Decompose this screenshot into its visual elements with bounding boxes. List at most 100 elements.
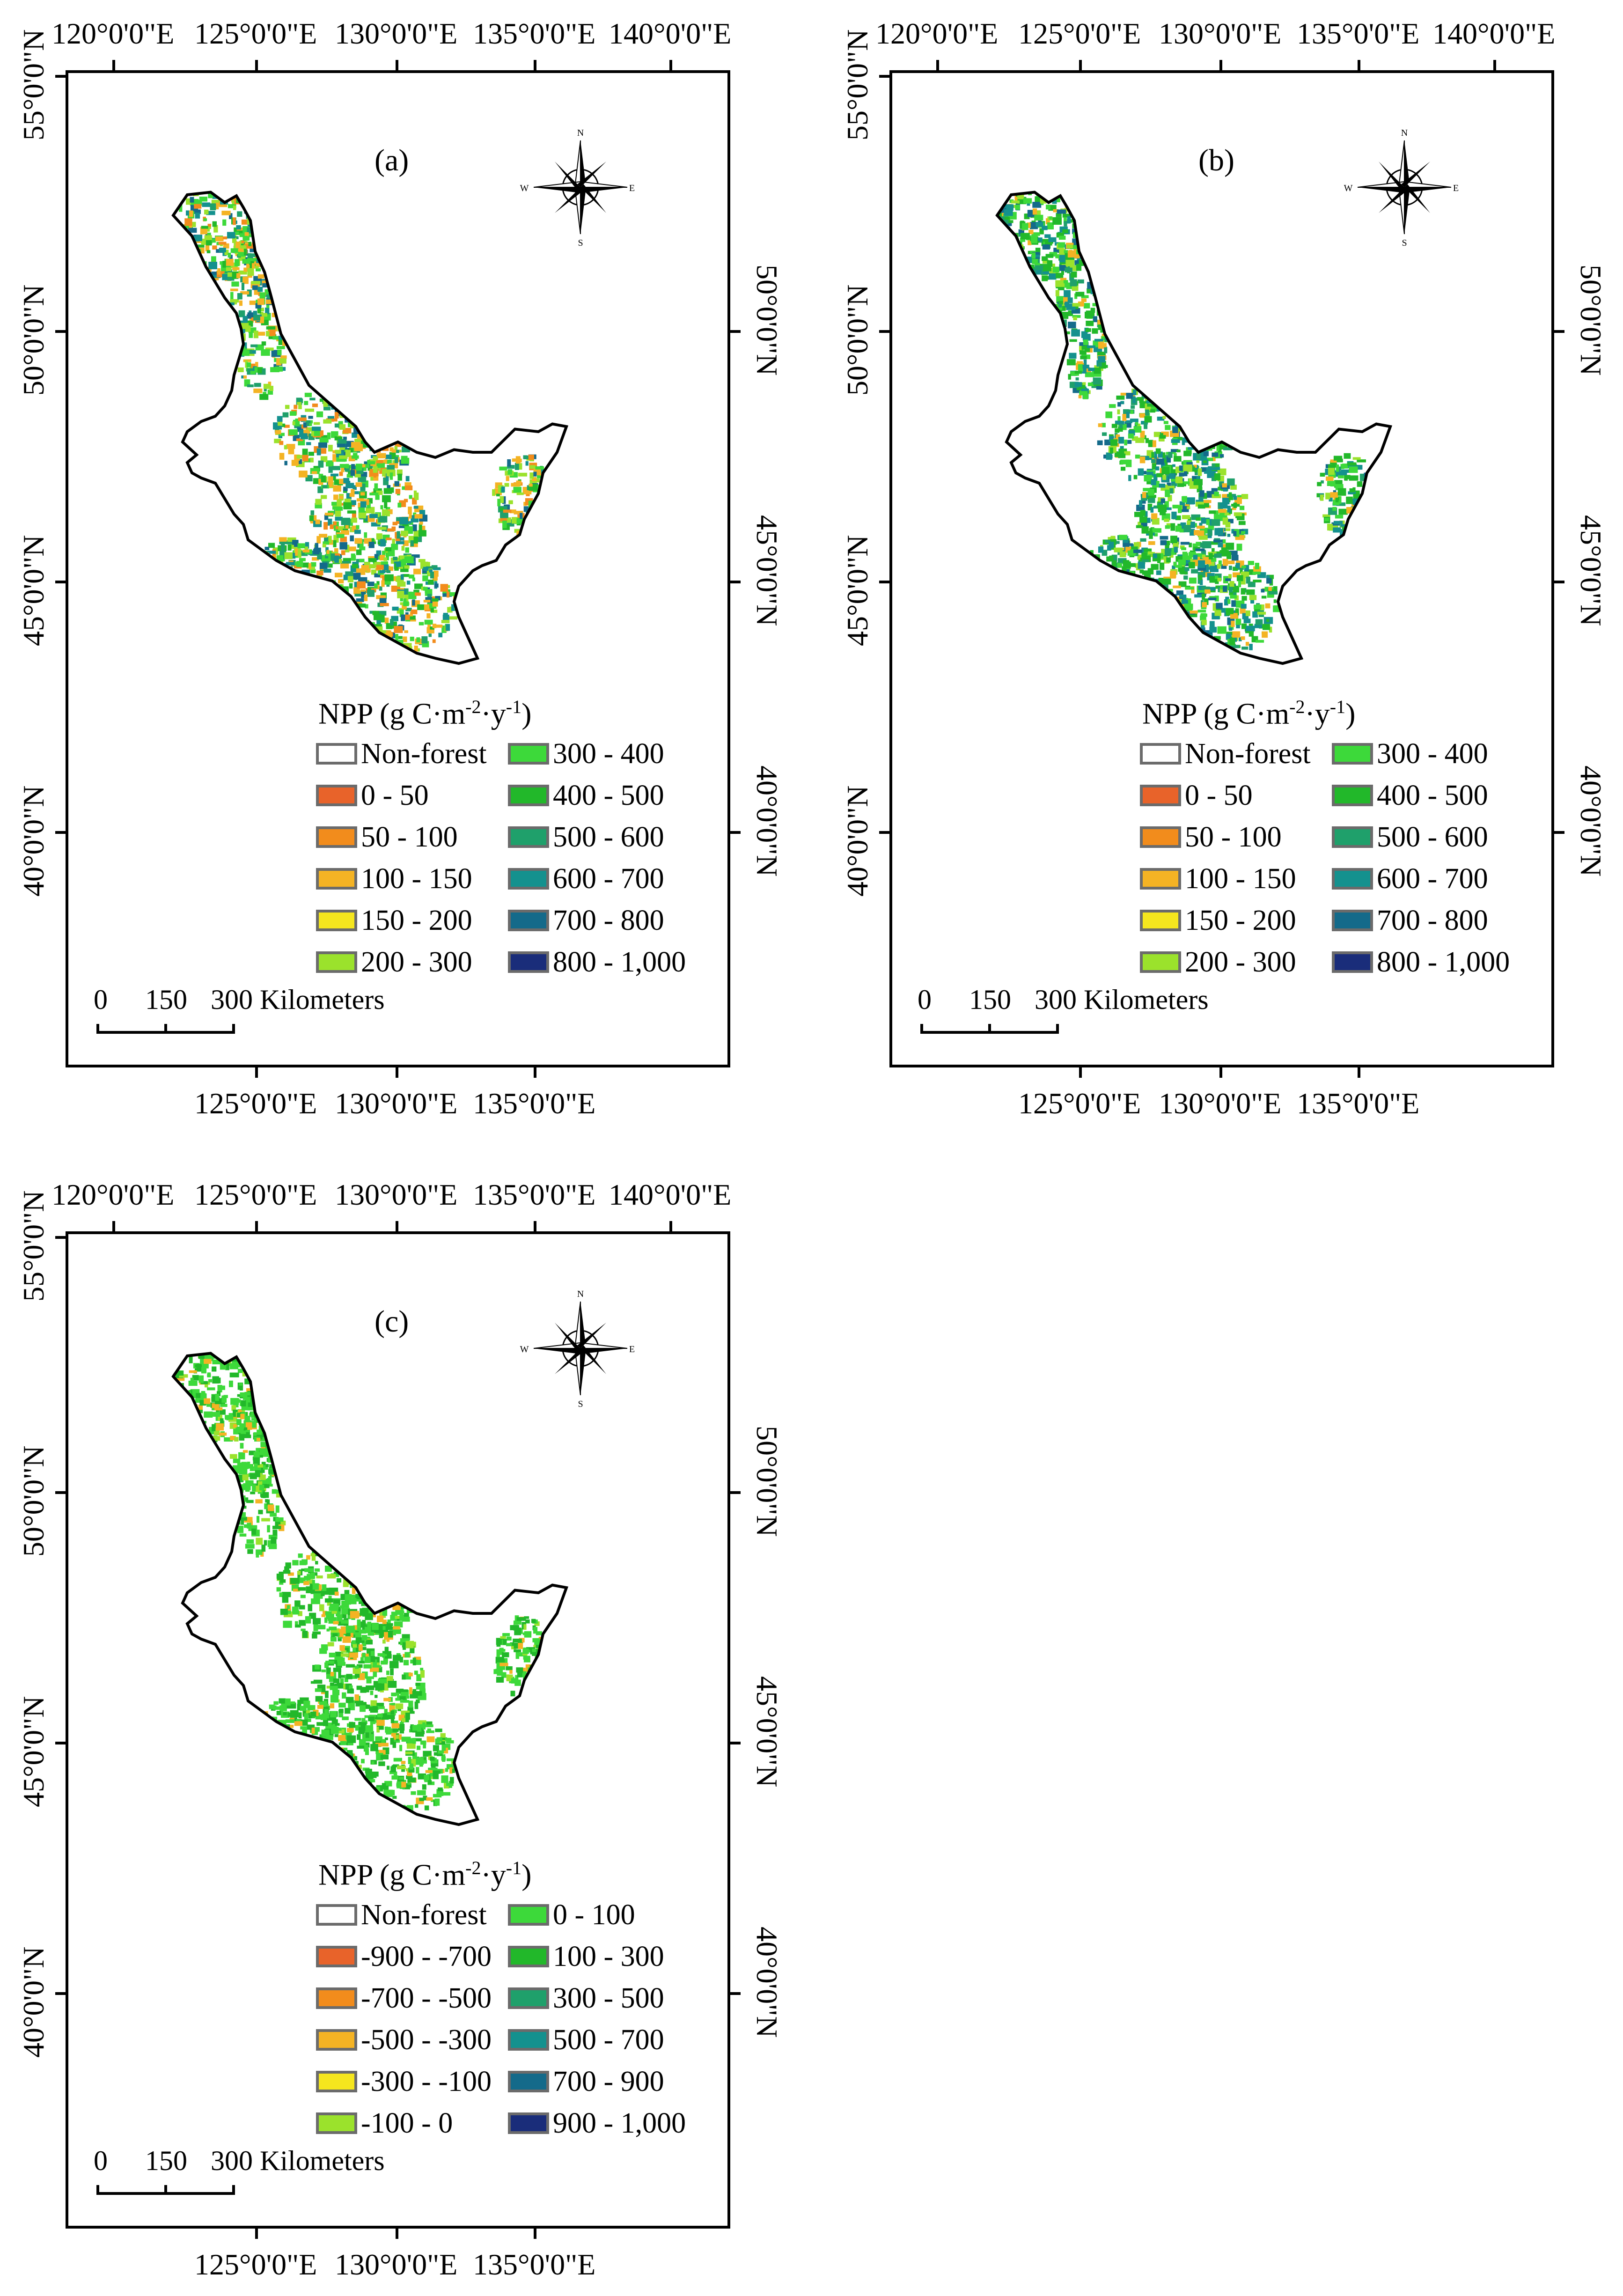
legend-item: 700 - 900 <box>508 2066 664 2097</box>
right-lat-label: 50°0'0"N <box>1574 265 1608 376</box>
top-tick <box>112 1221 115 1231</box>
legend-item: 800 - 1,000 <box>508 948 686 977</box>
legend-item: 150 - 200 <box>1140 906 1296 935</box>
legend-swatch <box>1140 785 1181 806</box>
left-lat-label: 45°0'0"N <box>17 1696 50 1807</box>
bottom-tick <box>1358 1067 1360 1078</box>
left-tick <box>879 75 889 78</box>
legend-label: 0 - 50 <box>361 780 429 811</box>
legend-item: 600 - 700 <box>508 863 664 895</box>
top-tick <box>1079 60 1082 70</box>
left-tick <box>55 75 66 78</box>
legend-item: 100 - 150 <box>316 863 472 895</box>
bottom-lon-label: 135°0'0"E <box>473 2248 596 2281</box>
right-lat-label: 40°0'0"N <box>750 765 784 877</box>
compass-letter: N <box>577 128 584 138</box>
scale-label: 150 <box>145 2145 187 2176</box>
bottom-lon-label: 135°0'0"E <box>473 1087 596 1120</box>
legend-label: -500 - -300 <box>361 2024 492 2056</box>
right-lat-label: 50°0'0"N <box>750 265 784 376</box>
bottom-tick <box>534 2229 536 2239</box>
legend-item: 700 - 800 <box>508 906 664 935</box>
left-lat-label: 55°0'0"N <box>17 1190 50 1302</box>
legend-swatch <box>1140 868 1181 890</box>
compass-letter: N <box>1401 128 1408 138</box>
left-tick <box>55 330 66 333</box>
legend-label: 700 - 900 <box>553 2066 664 2097</box>
top-lon-label: 125°0'0"E <box>194 1178 317 1211</box>
scale-label: 0 <box>918 984 932 1015</box>
legend-label: 300 - 400 <box>553 738 664 770</box>
legend-swatch <box>316 868 357 890</box>
legend-item: 900 - 1,000 <box>508 2109 686 2138</box>
top-lon-label: 120°0'0"E <box>51 17 175 50</box>
legend-item: 100 - 150 <box>1140 863 1296 895</box>
legend-label: 500 - 700 <box>553 2024 664 2056</box>
legend-label: 50 - 100 <box>1185 821 1282 853</box>
legend-swatch <box>508 743 549 765</box>
legend-label: 200 - 300 <box>361 946 472 978</box>
legend-label: 300 - 500 <box>553 1982 664 2014</box>
panel-title: (c) <box>375 1304 409 1339</box>
legend-swatch <box>508 1987 549 2009</box>
compass-letter: W <box>520 1344 529 1354</box>
legend-label: 300 - 400 <box>1377 738 1488 770</box>
top-lon-label: 135°0'0"E <box>473 17 596 50</box>
left-lat-label: 40°0'0"N <box>841 785 874 897</box>
bottom-tick <box>396 2229 398 2239</box>
right-lat-label: 45°0'0"N <box>750 515 784 626</box>
right-tick <box>1554 831 1564 834</box>
left-tick <box>55 1491 66 1494</box>
legend-swatch <box>508 1904 549 1926</box>
top-tick <box>936 60 939 70</box>
left-tick <box>879 330 889 333</box>
legend-swatch <box>1140 910 1181 931</box>
top-tick <box>1358 60 1360 70</box>
top-lon-label: 130°0'0"E <box>335 1178 458 1211</box>
top-tick <box>534 1221 536 1231</box>
right-lat-label: 40°0'0"N <box>750 1927 784 2038</box>
legend-label: -100 - 0 <box>361 2107 453 2139</box>
map-panel-c: 120°0'0"E 125°0'0"E 130°0'0"E 135°0'0"E 140°… <box>0 1161 796 2285</box>
scale-label: 300 Kilometers <box>1035 984 1209 1015</box>
bottom-tick <box>1219 1067 1222 1078</box>
legend-label: 600 - 700 <box>553 863 664 895</box>
legend-swatch <box>508 868 549 890</box>
top-lon-label: 140°0'0"E <box>1432 17 1556 50</box>
left-lat-label: 50°0'0"N <box>17 1445 50 1557</box>
bottom-tick <box>534 1067 536 1078</box>
compass-letter: E <box>629 183 635 193</box>
legend-label: 100 - 300 <box>553 1941 664 1972</box>
scale-label: 150 <box>145 984 187 1015</box>
north-arrow-icon: N S E W <box>1344 128 1459 248</box>
legend-label: 700 - 800 <box>553 905 664 936</box>
top-tick <box>1493 60 1496 70</box>
top-tick <box>396 60 398 70</box>
legend-swatch <box>1332 826 1373 848</box>
top-tick <box>396 1221 398 1231</box>
right-lat-label: 45°0'0"N <box>750 1676 784 1788</box>
legend-label: 100 - 150 <box>1185 863 1296 895</box>
right-lat-label: 50°0'0"N <box>750 1426 784 1537</box>
legend-label: 800 - 1,000 <box>1377 946 1510 978</box>
bottom-lon-label: 130°0'0"E <box>335 1087 458 1120</box>
left-tick <box>55 1236 66 1239</box>
legend-item: 200 - 300 <box>1140 948 1296 977</box>
right-tick <box>730 330 741 333</box>
top-lon-label: 140°0'0"E <box>609 1178 732 1211</box>
top-lon-label: 135°0'0"E <box>473 1178 596 1211</box>
legend-item: Non-forest <box>316 1900 487 1929</box>
legend-swatch <box>316 2112 357 2134</box>
legend-swatch <box>508 826 549 848</box>
legend-label: -900 - -700 <box>361 1941 492 1972</box>
north-arrow-icon: N S E W <box>520 128 635 248</box>
compass-letter: S <box>578 1399 583 1409</box>
legend-title: NPP (g C·m-2·y-1) <box>1142 696 1356 730</box>
top-lon-label: 125°0'0"E <box>1018 17 1141 50</box>
legend-label: 100 - 150 <box>361 863 472 895</box>
compass-letter: S <box>1402 238 1407 248</box>
top-tick <box>669 1221 672 1231</box>
legend-label: 400 - 500 <box>553 780 664 811</box>
legend-swatch <box>1140 743 1181 765</box>
top-lon-label: 135°0'0"E <box>1297 17 1420 50</box>
